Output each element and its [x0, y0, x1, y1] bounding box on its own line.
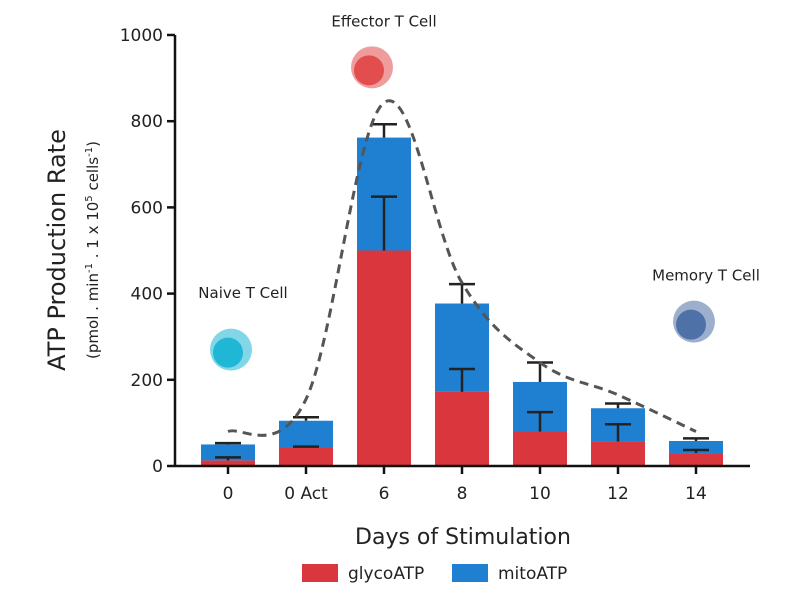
y-axis-label: ATP Production Rate: [43, 129, 71, 371]
memory-t-cell-icon: [676, 309, 706, 340]
x-tick-label-4: 10: [529, 484, 551, 504]
y-tick-label-1000: 1000: [120, 26, 163, 46]
x-tick-label-6: 14: [685, 484, 707, 504]
legend-swatch-glycoatp: [302, 564, 338, 582]
bar-mitoatp-6: [669, 441, 723, 454]
bar-glycoatp-4: [513, 431, 567, 466]
bar-glycoatp-2: [357, 250, 411, 466]
x-tick-label-3: 8: [457, 484, 468, 504]
y-tick-label-200: 200: [131, 371, 163, 391]
x-tick-label-0: 0: [223, 484, 234, 504]
bar-mitoatp-0: [201, 444, 255, 461]
annotation-label-0: Naive T Cell: [198, 284, 287, 302]
y-tick-label-800: 800: [131, 112, 163, 132]
bar-glycoatp-0: [201, 460, 255, 466]
x-tick-label-2: 6: [379, 484, 390, 504]
bar-glycoatp-5: [591, 441, 645, 466]
trend-dashed-line: [227, 99, 697, 437]
y-tick-label-400: 400: [131, 285, 163, 305]
x-tick-label-1: 0 Act: [284, 484, 328, 504]
naive-t-cell-icon: [213, 337, 243, 368]
y-axis-units: (pmol . min-1 . 1 x 105 cells-1): [84, 141, 102, 359]
legend-label-mitoatp: mitoATP: [498, 564, 567, 584]
annotation-label-2: Memory T Cell: [652, 267, 760, 285]
x-tick-label-5: 12: [607, 484, 629, 504]
effector-t-cell-icon: [354, 55, 384, 86]
x-axis-label: Days of Stimulation: [355, 525, 571, 550]
bar-glycoatp-6: [669, 453, 723, 466]
annotation-label-1: Effector T Cell: [331, 12, 436, 30]
y-tick-label-0: 0: [152, 457, 163, 477]
bar-glycoatp-3: [435, 391, 489, 466]
bar-glycoatp-1: [279, 447, 333, 466]
legend-label-glycoatp: glycoATP: [348, 564, 424, 584]
legend-swatch-mitoatp: [452, 564, 488, 582]
y-axis-title: ATP Production Rate (pmol . min-1 . 1 x …: [43, 129, 102, 371]
y-tick-label-600: 600: [131, 198, 163, 218]
